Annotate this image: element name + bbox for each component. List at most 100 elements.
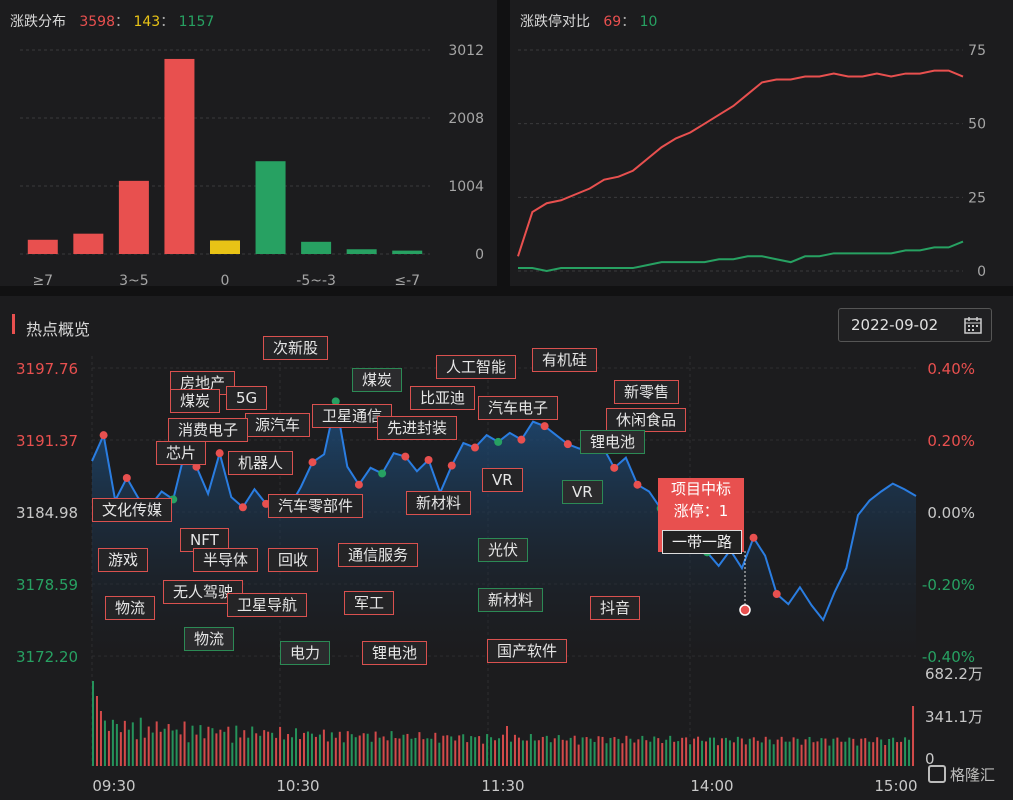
date-picker[interactable]: 2022-09-02 [838, 308, 992, 342]
volume-bar [549, 742, 552, 766]
x-tick-label: 15:00 [874, 777, 917, 795]
event-dot [401, 452, 410, 461]
volume-bar [505, 726, 508, 766]
hot-label[interactable]: 煤炭 [170, 389, 221, 413]
hot-label[interactable]: 国产软件 [487, 639, 568, 663]
volume-bar [115, 723, 118, 766]
left-axis-label: 3191.37 [16, 432, 78, 450]
hot-label[interactable]: 汽车电子 [478, 396, 559, 420]
volume-bar [498, 738, 501, 766]
hot-label[interactable]: 新材料 [406, 491, 472, 515]
event-dot [447, 461, 456, 470]
hot-label[interactable]: 源汽车 [245, 413, 311, 437]
volume-bar [569, 737, 572, 766]
event-dot [772, 590, 781, 599]
volume-bar [621, 743, 624, 766]
volume-bar [693, 738, 696, 766]
hot-label[interactable]: 次新股 [263, 336, 329, 360]
volume-bar [326, 741, 329, 766]
volume-bar [649, 741, 652, 766]
hot-label[interactable]: 芯片 [156, 441, 207, 465]
limit-title-row: 涨跌停对比 69： 10 [520, 11, 657, 31]
volume-bar [334, 737, 337, 766]
distribution-title: 涨跌分布 [10, 14, 66, 30]
hot-label[interactable]: 新零售 [614, 380, 680, 404]
hot-label[interactable]: 物流 [184, 627, 235, 651]
up-count: 3598 [79, 14, 115, 30]
volume-bar [342, 742, 345, 766]
hot-label[interactable]: 消费电子 [168, 418, 249, 442]
volume-bar [322, 729, 325, 766]
hot-label[interactable]: 抖音 [590, 596, 641, 620]
volume-bar [788, 741, 791, 766]
volume-bar [768, 739, 771, 766]
hot-label[interactable]: 新材料 [478, 588, 544, 612]
hot-label[interactable]: VR [562, 480, 603, 504]
x-tick-label: 10:30 [276, 777, 319, 795]
volume-bar [442, 735, 445, 766]
x-tick-label: 14:00 [690, 777, 733, 795]
event-dot [470, 443, 479, 452]
hot-label[interactable]: 半导体 [193, 548, 259, 572]
hot-label[interactable]: 煤炭 [352, 368, 403, 392]
hot-title: 热点概览 [26, 320, 91, 339]
hot-label[interactable]: 回收 [268, 548, 319, 572]
bar [73, 233, 104, 254]
hot-label[interactable]: 军工 [344, 591, 395, 615]
hot-label[interactable]: 文化传媒 [92, 498, 173, 522]
hot-label[interactable]: 电力 [280, 641, 331, 665]
hot-label[interactable]: 锂电池 [580, 430, 646, 454]
hot-label[interactable]: 通信服务 [338, 543, 419, 567]
flat-count: 143 [133, 14, 161, 30]
y-tick-label: 3012 [448, 43, 484, 59]
volume-bar [736, 736, 739, 766]
volume-bar [752, 737, 755, 766]
hot-label[interactable]: 机器人 [228, 451, 294, 475]
volume-bar [474, 737, 477, 766]
volume-bar [275, 737, 278, 766]
hot-label[interactable]: 汽车零部件 [268, 494, 364, 518]
volume-bar [127, 729, 130, 766]
hot-label[interactable]: 5G [226, 386, 268, 410]
volume-bar [557, 735, 560, 766]
volume-bar [832, 738, 835, 766]
event-dot [215, 449, 224, 458]
hot-label[interactable]: 先进封装 [377, 416, 458, 440]
hot-label[interactable]: 卫星导航 [227, 593, 308, 617]
hot-label[interactable]: 休闲食品 [606, 408, 687, 432]
volume-bar [589, 738, 592, 766]
volume-bar [732, 742, 735, 766]
volume-bar [502, 734, 505, 766]
volume-bar [760, 742, 763, 766]
event-dot [308, 458, 317, 467]
calendar-icon[interactable] [963, 315, 983, 339]
volume-bar [227, 726, 230, 766]
volume-bar [645, 740, 648, 766]
volume-bar [123, 720, 126, 766]
volume-bar [310, 733, 313, 766]
volume-bar [896, 742, 899, 766]
hot-label[interactable]: 光伏 [478, 538, 529, 562]
volume-bar [573, 735, 576, 766]
hot-label[interactable]: 游戏 [98, 548, 149, 572]
volume-bar [195, 734, 198, 766]
volume-bar [139, 717, 142, 766]
hot-label[interactable]: NFT [180, 528, 229, 552]
volume-bar [199, 725, 202, 766]
hot-label[interactable]: 物流 [105, 596, 156, 620]
volume-bar [191, 725, 194, 766]
volume-bar [553, 738, 556, 766]
hot-label[interactable]: 人工智能 [436, 355, 517, 379]
series-line [518, 240, 964, 273]
volume-bar [509, 741, 512, 766]
y-tick-label: 75 [968, 43, 986, 59]
hot-label[interactable]: 锂电池 [362, 641, 428, 665]
volume-bar [840, 741, 843, 766]
event-dot [494, 437, 503, 446]
hot-label[interactable]: VR [482, 468, 523, 492]
hot-label[interactable]: 比亚迪 [410, 386, 476, 410]
volume-bar [808, 736, 811, 766]
volume-bar [462, 734, 465, 766]
hot-label[interactable]: 有机硅 [532, 348, 598, 372]
volume-bar [633, 742, 636, 766]
